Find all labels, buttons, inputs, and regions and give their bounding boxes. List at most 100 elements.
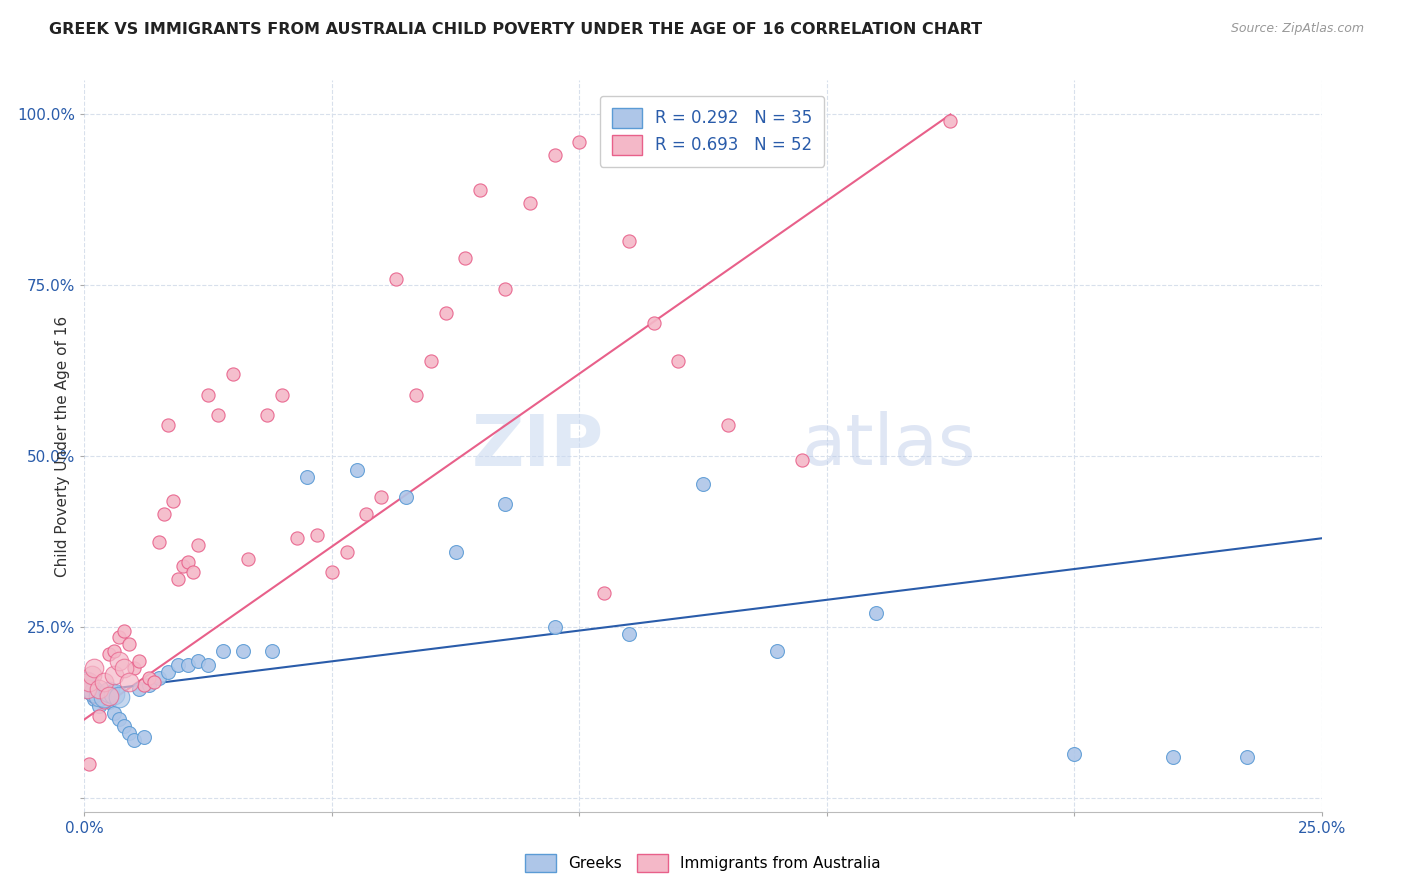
Point <box>112 719 135 733</box>
Point <box>766 644 789 658</box>
Point <box>98 695 121 709</box>
Point <box>285 531 308 545</box>
Point <box>568 135 591 149</box>
Point <box>83 661 105 675</box>
Point <box>98 689 121 703</box>
Point <box>103 668 125 682</box>
Point <box>132 678 155 692</box>
Text: Source: ZipAtlas.com: Source: ZipAtlas.com <box>1230 22 1364 36</box>
Y-axis label: Child Poverty Under the Age of 16: Child Poverty Under the Age of 16 <box>55 316 70 576</box>
Point <box>89 681 111 696</box>
Point <box>197 657 219 672</box>
Point <box>666 353 689 368</box>
Point <box>167 657 190 672</box>
Point <box>89 689 111 703</box>
Point <box>157 665 180 679</box>
Point <box>83 689 105 703</box>
Point <box>152 508 174 522</box>
Point <box>83 685 105 699</box>
Point <box>108 654 131 668</box>
Point <box>103 644 125 658</box>
Point <box>643 316 665 330</box>
Point <box>93 674 115 689</box>
Point <box>112 624 135 638</box>
Point <box>865 607 887 621</box>
Point <box>138 678 160 692</box>
Point <box>256 409 278 423</box>
Point <box>1236 750 1258 764</box>
Legend: R = 0.292   N = 35, R = 0.693   N = 52: R = 0.292 N = 35, R = 0.693 N = 52 <box>600 96 824 167</box>
Point <box>79 685 101 699</box>
Point <box>108 631 131 645</box>
Point <box>939 114 962 128</box>
Point <box>543 620 565 634</box>
Point <box>108 713 131 727</box>
Point <box>89 709 111 723</box>
Point <box>405 388 427 402</box>
Point <box>419 353 441 368</box>
Point <box>89 698 111 713</box>
Point <box>132 730 155 744</box>
Point <box>118 637 141 651</box>
Point <box>148 534 170 549</box>
Point <box>128 681 150 696</box>
Point <box>93 690 115 704</box>
Point <box>494 497 516 511</box>
Point <box>79 674 101 689</box>
Point <box>98 685 121 699</box>
Point <box>76 681 98 696</box>
Point <box>172 558 194 573</box>
Legend: Greeks, Immigrants from Australia: Greeks, Immigrants from Australia <box>517 846 889 880</box>
Point <box>79 678 101 692</box>
Point <box>93 689 115 703</box>
Point <box>617 234 640 248</box>
Point <box>356 508 378 522</box>
Point <box>790 452 813 467</box>
Point <box>80 668 103 682</box>
Point <box>162 493 184 508</box>
Point <box>181 566 204 580</box>
Point <box>79 756 101 771</box>
Point <box>336 545 359 559</box>
Point <box>593 586 616 600</box>
Text: ZIP: ZIP <box>472 411 605 481</box>
Point <box>167 572 190 586</box>
Point <box>207 409 229 423</box>
Point <box>76 674 98 689</box>
Point <box>148 672 170 686</box>
Point <box>370 490 392 504</box>
Point <box>262 644 284 658</box>
Point <box>717 418 740 433</box>
Point <box>295 469 318 483</box>
Point <box>692 476 714 491</box>
Point <box>236 551 259 566</box>
Point <box>444 545 467 559</box>
Point <box>118 674 141 689</box>
Point <box>177 555 200 569</box>
Point <box>232 644 254 658</box>
Point <box>118 726 141 740</box>
Point <box>346 463 368 477</box>
Point <box>112 661 135 675</box>
Point <box>305 528 328 542</box>
Point <box>1063 747 1085 761</box>
Point <box>494 282 516 296</box>
Point <box>519 196 541 211</box>
Point <box>385 271 408 285</box>
Point <box>93 695 115 709</box>
Point <box>103 687 125 701</box>
Point <box>395 490 418 504</box>
Point <box>1161 750 1184 764</box>
Point <box>197 388 219 402</box>
Point <box>142 674 165 689</box>
Point <box>321 566 343 580</box>
Point <box>543 148 565 162</box>
Point <box>128 654 150 668</box>
Point <box>157 418 180 433</box>
Point <box>222 368 245 382</box>
Point <box>83 692 105 706</box>
Point <box>271 388 294 402</box>
Text: atlas: atlas <box>801 411 976 481</box>
Point <box>138 672 160 686</box>
Point <box>98 648 121 662</box>
